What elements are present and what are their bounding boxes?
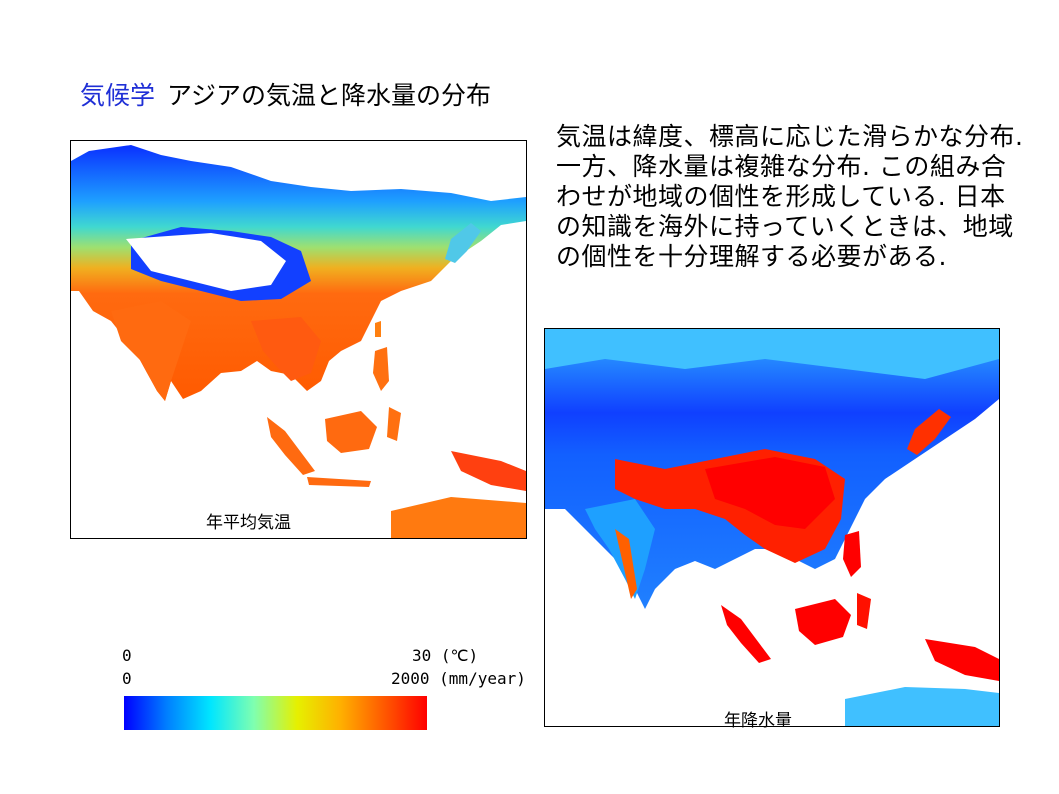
scale-precip-min: 0 [122,669,132,688]
precip-philippines [843,531,861,577]
temp-masked-area [126,233,286,291]
precip-borneo [795,599,851,645]
temp-india [111,301,191,401]
temp-taiwan [375,321,381,337]
temp-indochina [251,317,321,381]
temp-borneo [325,411,377,453]
temperature-map [70,140,527,539]
temperature-map-label: 年平均気温 [206,513,291,533]
temp-australia [391,497,526,538]
precipitation-map [544,328,1000,727]
color-scale-bar [124,696,427,730]
scale-precip-max: 2000 (mm/year) [391,669,526,688]
precip-australia [845,687,999,726]
precip-wet-core [705,457,835,529]
scale-temp-min: 0 [122,646,132,665]
precip-india-coast [615,529,637,599]
temp-sumatra [267,417,315,475]
precip-sumatra [721,605,771,663]
precip-japan [907,409,951,455]
scale-temp-max: 30 (℃) [412,646,479,665]
temp-sulawesi [387,407,401,441]
precipitation-map-graphic [545,329,999,726]
precip-newguinea [925,639,999,681]
temperature-map-graphic [71,145,526,538]
description-text: 気温は緯度、標高に応じた滑らかな分布. 一方、降水量は複雑な分布. この組み合わ… [556,122,1024,271]
precipitation-map-label: 年降水量 [724,711,792,731]
temp-java [307,477,371,487]
precip-north-band [545,329,999,379]
title-lead: 気候学 [80,81,156,110]
slide-title: 気候学 アジアの気温と降水量の分布 [80,76,491,112]
temp-newguinea [451,451,526,491]
title-main: アジアの気温と降水量の分布 [167,81,492,110]
temp-japan [445,223,481,263]
precip-sulawesi [857,593,871,629]
temp-philippines [373,347,389,391]
